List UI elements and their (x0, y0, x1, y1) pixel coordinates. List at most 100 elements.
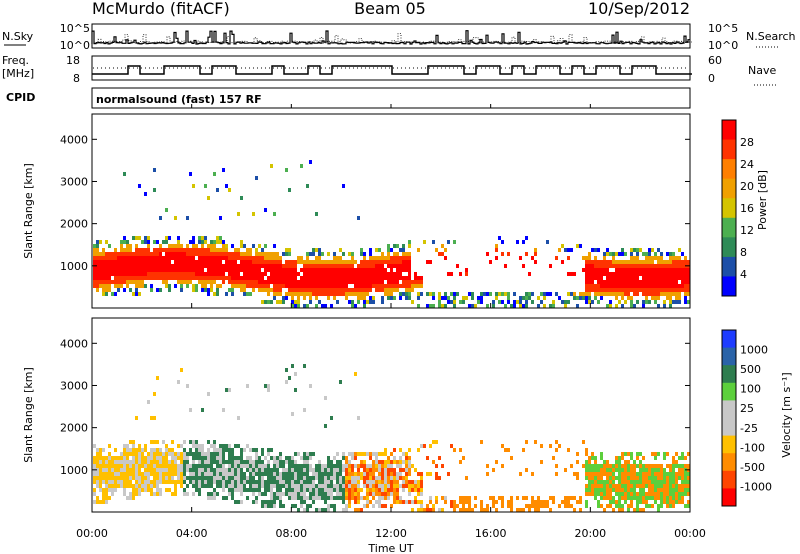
heatmap-cell (243, 472, 246, 476)
heatmap-cell (357, 292, 360, 296)
heatmap-cell (654, 256, 657, 260)
heatmap-cell (309, 456, 312, 460)
heatmap-cell (627, 488, 630, 492)
heatmap-cell (255, 248, 258, 252)
heatmap-cell (276, 268, 279, 272)
heatmap-cell (267, 288, 270, 292)
heatmap-cell (402, 484, 405, 488)
heatmap-cell (312, 280, 315, 284)
heatmap-cell (132, 472, 135, 476)
heatmap-cell (135, 268, 138, 272)
heatmap-cell (387, 260, 390, 264)
heatmap-cell (324, 304, 327, 308)
heatmap-cell (207, 272, 210, 276)
heatmap-cell (129, 468, 132, 472)
heatmap-cell (180, 476, 183, 480)
heatmap-cell (171, 440, 174, 444)
heatmap-cell (369, 284, 372, 288)
heatmap-cell (270, 500, 273, 504)
heatmap-cell (258, 252, 261, 256)
heatmap-cell (198, 444, 201, 448)
heatmap-cell (336, 496, 339, 500)
heatmap-cell (474, 304, 477, 308)
heatmap-cell (396, 260, 399, 264)
heatmap-cell (381, 288, 384, 292)
heatmap-cell (201, 268, 204, 272)
heatmap-cell (255, 468, 258, 472)
heatmap-cell (141, 280, 144, 284)
heatmap-cell (231, 484, 234, 488)
heatmap-cell (372, 268, 375, 272)
heatmap-cell (606, 252, 609, 256)
heatmap-cell (603, 472, 606, 476)
heatmap-cell (609, 284, 612, 288)
heatmap-cell (120, 264, 123, 268)
heatmap-cell (555, 464, 558, 468)
heatmap-cell (255, 260, 258, 264)
heatmap-cell (237, 500, 240, 504)
heatmap-cell (186, 468, 189, 472)
heatmap-cell (360, 460, 363, 464)
heatmap-cell (369, 288, 372, 292)
heatmap-cell (462, 296, 465, 300)
heatmap-cell (453, 240, 456, 244)
heatmap-cell (264, 472, 267, 476)
heatmap-cell (189, 280, 192, 284)
heatmap-cell (345, 284, 348, 288)
heatmap-cell (189, 272, 192, 276)
heatmap-cell (231, 276, 234, 280)
heatmap-cell (408, 456, 411, 460)
heatmap-cell (237, 416, 240, 420)
heatmap-cell (249, 248, 252, 252)
heatmap-cell (441, 252, 444, 256)
heatmap-cell (594, 288, 597, 292)
heatmap-cell (177, 280, 180, 284)
heatmap-cell (387, 276, 390, 280)
heatmap-cell (117, 276, 120, 280)
heatmap-cell (612, 496, 615, 500)
heatmap-cell (486, 464, 489, 468)
heatmap-cell (681, 288, 684, 292)
heatmap-cell (675, 260, 678, 264)
heatmap-cell (597, 488, 600, 492)
heatmap-cell (216, 240, 219, 244)
heatmap-cell (630, 256, 633, 260)
heatmap-cell (234, 252, 237, 256)
heatmap-cell (156, 240, 159, 244)
heatmap-cell (165, 248, 168, 252)
heatmap-cell (327, 476, 330, 480)
heatmap-cell (648, 488, 651, 492)
heatmap-cell (264, 384, 267, 388)
heatmap-cell (462, 496, 465, 500)
heatmap-cell (453, 448, 456, 452)
heatmap-cell (156, 440, 159, 444)
heatmap-cell (168, 468, 171, 472)
heatmap-cell (417, 480, 420, 484)
heatmap-cell (285, 296, 288, 300)
heatmap-cell (222, 280, 225, 284)
heatmap-cell (294, 472, 297, 476)
heatmap-cell (540, 300, 543, 304)
heatmap-cell (207, 264, 210, 268)
heatmap-cell (144, 488, 147, 492)
heatmap-cell (408, 252, 411, 256)
heatmap-cell (636, 300, 639, 304)
heatmap-cell (600, 284, 603, 288)
heatmap-cell (141, 240, 144, 244)
heatmap-cell (681, 272, 684, 276)
heatmap-cell (159, 468, 162, 472)
heatmap-cell (648, 264, 651, 268)
heatmap-cell (375, 280, 378, 284)
heatmap-cell (387, 472, 390, 476)
heatmap-cell (291, 268, 294, 272)
heatmap-cell (672, 456, 675, 460)
station-title: McMurdo (fitACF) (92, 0, 230, 18)
power-colorbar-label: Power [dB] (756, 170, 769, 230)
heatmap-cell (348, 488, 351, 492)
heatmap-cell (642, 280, 645, 284)
heatmap-cell (375, 484, 378, 488)
heatmap-cell (342, 496, 345, 500)
heatmap-cell (111, 484, 114, 488)
heatmap-cell (543, 304, 546, 308)
heatmap-cell (96, 240, 99, 244)
